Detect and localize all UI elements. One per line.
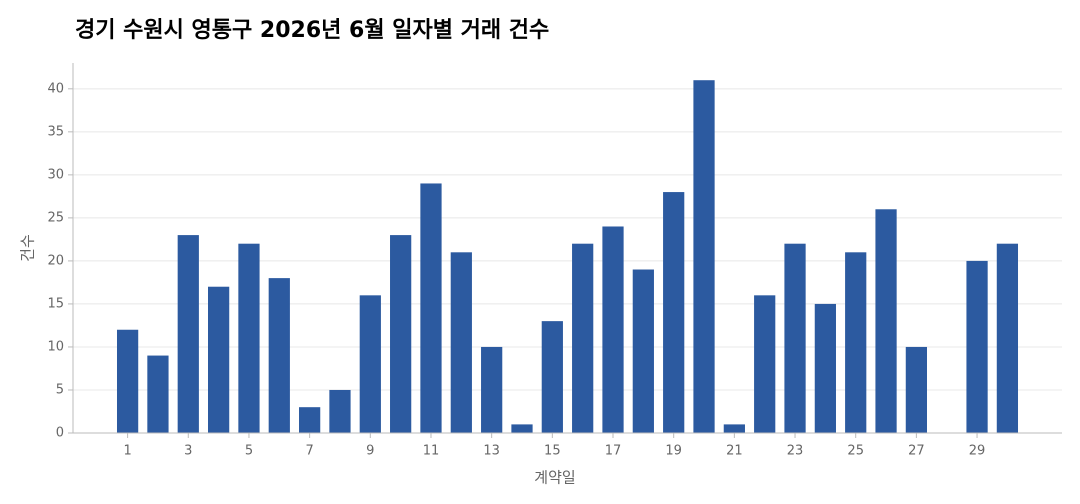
bar	[845, 252, 867, 433]
bar	[875, 209, 897, 433]
bar	[116, 329, 139, 433]
bar	[541, 321, 563, 433]
y-tick-label: 25	[47, 210, 64, 225]
x-tick-label: 15	[544, 444, 561, 459]
bar	[511, 424, 533, 433]
y-tick-label: 30	[47, 167, 64, 182]
bar	[814, 303, 836, 433]
y-tick-label: 0	[56, 426, 64, 441]
y-tick-label: 35	[47, 124, 64, 139]
bar	[299, 407, 321, 433]
x-tick-label: 3	[184, 444, 192, 459]
bar	[723, 424, 745, 433]
x-tick-label: 9	[366, 444, 374, 459]
bar	[784, 243, 806, 433]
bar	[208, 286, 230, 433]
chart-title: 경기 수원시 영통구 2026년 6월 일자별 거래 건수	[75, 18, 549, 43]
bar	[996, 243, 1019, 433]
y-tick-label: 5	[56, 382, 64, 397]
bar	[450, 252, 472, 433]
y-tick-label: 10	[47, 339, 64, 354]
x-axis-label: 계약일	[534, 469, 575, 487]
y-tick-label: 20	[47, 253, 64, 268]
bar	[905, 346, 927, 433]
bar	[329, 389, 351, 433]
bar	[602, 226, 624, 433]
x-tick-label: 7	[305, 444, 313, 459]
bar	[481, 346, 503, 433]
bar	[966, 260, 988, 433]
y-tick-label: 15	[47, 296, 64, 311]
y-axis-label: 건수	[19, 234, 37, 262]
x-tick-label: 19	[665, 444, 682, 459]
x-tick-label: 21	[726, 444, 743, 459]
bar	[359, 295, 381, 433]
x-tick-label: 13	[483, 444, 500, 459]
y-tick-label: 40	[47, 81, 64, 96]
bar	[420, 183, 442, 433]
bar	[632, 269, 654, 433]
bar	[390, 235, 412, 433]
bar	[238, 243, 260, 433]
x-tick-label: 1	[123, 444, 131, 459]
x-tick-label: 27	[908, 444, 925, 459]
bar	[663, 192, 685, 433]
bar	[693, 80, 715, 434]
x-tick-label: 23	[787, 444, 804, 459]
bar	[147, 355, 169, 433]
x-tick-label: 17	[605, 444, 622, 459]
bar	[268, 278, 290, 433]
x-tick-label: 11	[423, 444, 440, 459]
bar	[177, 235, 199, 433]
x-tick-label: 29	[969, 444, 986, 459]
bar	[572, 243, 594, 433]
x-tick-label: 5	[245, 444, 253, 459]
x-tick-label: 25	[847, 444, 864, 459]
bar	[754, 295, 776, 433]
